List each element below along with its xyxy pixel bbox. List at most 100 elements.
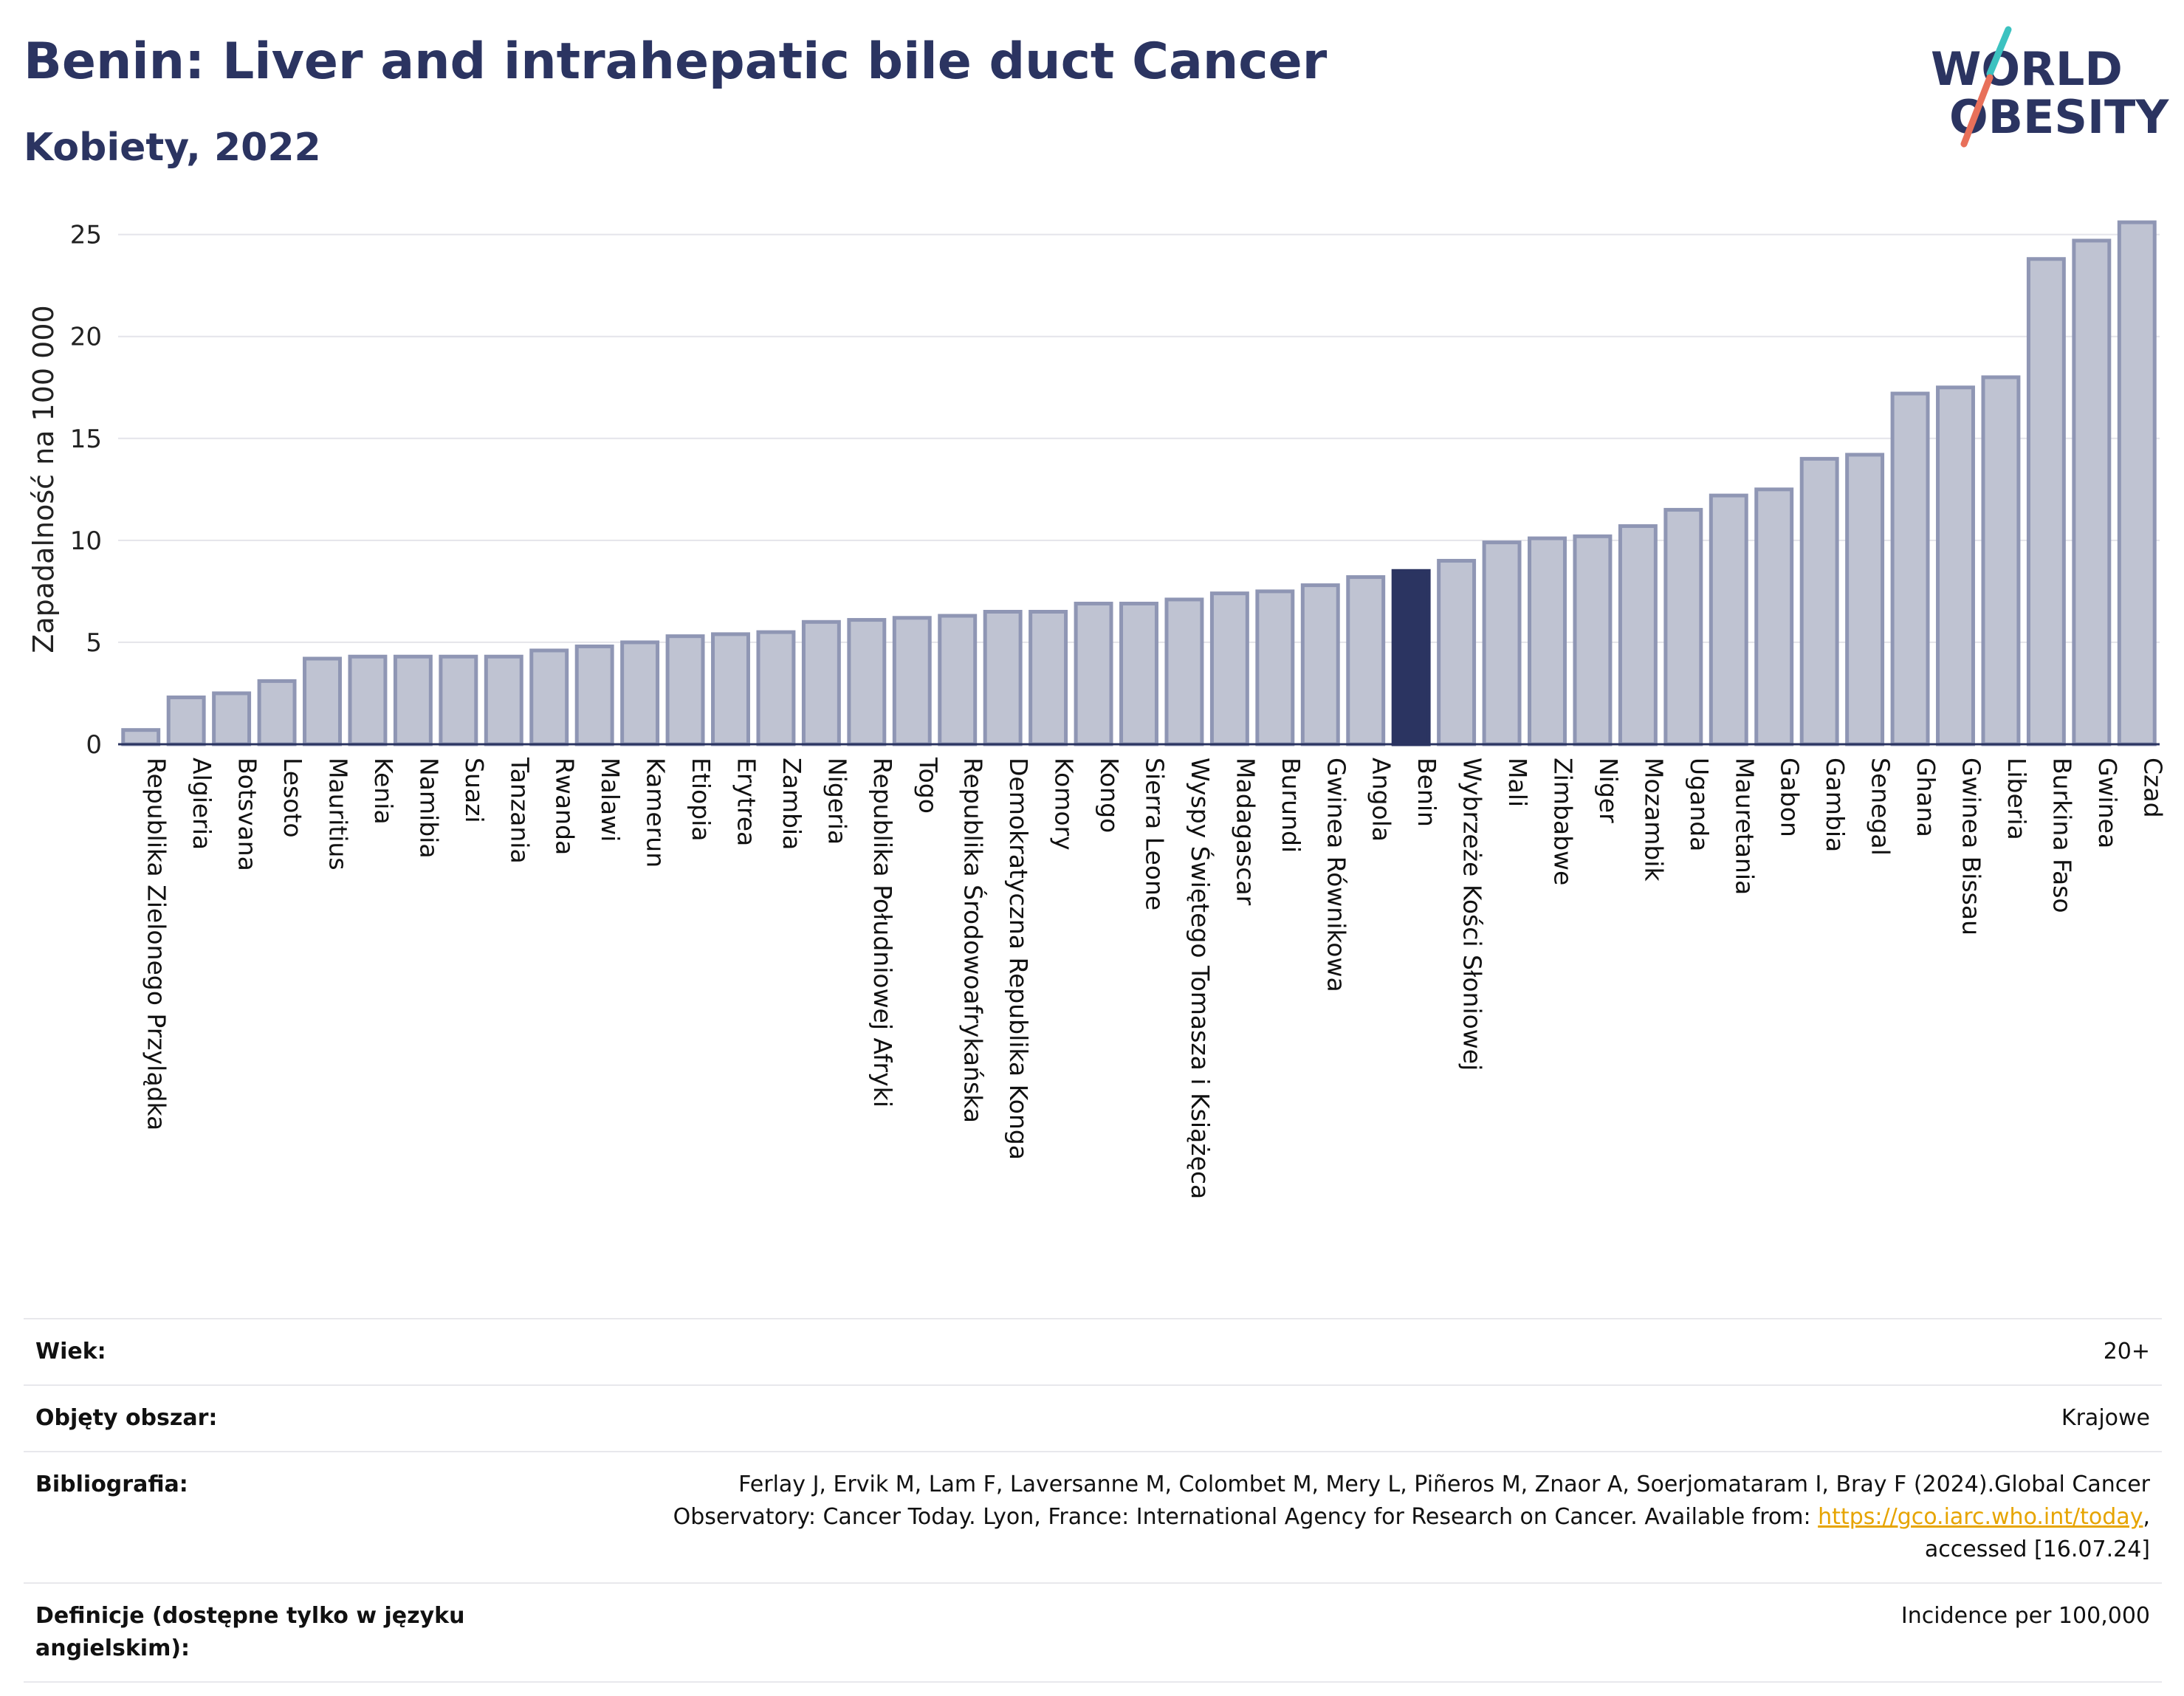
x-tick-label: Gabon (1776, 758, 1804, 837)
bar (1029, 610, 1068, 746)
bar (529, 648, 569, 746)
meta-row-definitions: Definicje (dostępne tylko w języku angie… (24, 1582, 2162, 1683)
bibliography-label: Bibliografia: (35, 1472, 188, 1497)
x-tick-label: Mauretania (1730, 758, 1759, 895)
x-tick-label: Komory (1050, 758, 1079, 851)
area-label: Objęty obszar: (35, 1405, 218, 1431)
bar (1300, 583, 1340, 746)
logo-line1: WORLD (1931, 42, 2123, 96)
bar (1618, 524, 1658, 746)
bar (1482, 540, 1522, 746)
bar (1799, 456, 1839, 746)
bar (983, 610, 1023, 746)
world-obesity-logo: WORLD OBESITY (1931, 26, 2169, 148)
bar (1346, 575, 1386, 746)
bibliography-link[interactable]: https://gco.iarc.who.int/today (1818, 1504, 2143, 1530)
y-tick-label: 5 (86, 628, 102, 658)
x-tick-label: Sierra Leone (1141, 758, 1170, 910)
bar (212, 691, 252, 746)
x-tick-label: Gwinea Równikowa (1322, 758, 1350, 992)
bibliography-text: Ferlay J, Ervik M, Lam F, Laversanne M, … (673, 1472, 2150, 1530)
y-tick-label: 15 (70, 425, 102, 454)
x-tick-label: Burundi (1277, 758, 1305, 853)
x-tick-label: Algieria (188, 758, 216, 850)
x-tick-label: Namibia (414, 758, 443, 859)
bar (393, 654, 433, 746)
x-tick-label: Togo (913, 757, 942, 814)
x-tick-label: Etiopia (687, 758, 715, 842)
bar (1754, 487, 1794, 746)
x-tick-label: Malawi (596, 758, 625, 842)
bar-chart: 0 5 10 15 20 25 Zapadalność na 100 000 Republik… (27, 220, 2167, 1199)
age-label: Wiek: (35, 1339, 106, 1364)
x-tick-label: Botsvana (233, 758, 262, 871)
x-tick-label: Gwinea Bissau (1957, 758, 1986, 935)
age-value: 20+ (2103, 1339, 2150, 1364)
x-tick-label: Erytrea (732, 758, 761, 846)
bar (257, 679, 297, 746)
area-value: Krajowe (2061, 1405, 2150, 1431)
definitions-value: Incidence per 100,000 (1900, 1603, 2150, 1629)
bar (1890, 391, 1930, 746)
x-tick-label: Suazi (460, 758, 489, 823)
bibliography-value: Ferlay J, Ervik M, Lam F, Laversanne M, … (600, 1469, 2150, 1566)
meta-row-area: Objęty obszar: Krajowe (24, 1384, 2162, 1451)
bar (1845, 453, 1885, 746)
x-tick-label: Gwinea (2093, 758, 2122, 848)
x-tick-label: Republika Środowoafrykańska (959, 758, 989, 1123)
bar (121, 728, 161, 746)
bar (1164, 597, 1204, 746)
bar (574, 644, 614, 746)
bar (348, 654, 388, 746)
meta-row-bibliography: Bibliografia: Ferlay J, Ervik M, Lam F, … (24, 1451, 2162, 1582)
x-tick-label: Lesoto (278, 758, 307, 838)
chart-title: Benin: Liver and intrahepatic bile duct … (24, 32, 1328, 91)
bar (166, 695, 206, 746)
bar (892, 616, 932, 746)
x-tick-label: Kongo (1095, 758, 1124, 833)
x-tick-label: Demokratyczna Republika Konga (1004, 758, 1033, 1160)
x-tick-label: Kamerun (642, 758, 670, 868)
definitions-label: Definicje (dostępne tylko w języku angie… (35, 1603, 465, 1661)
bar (1437, 558, 1477, 746)
x-tick-label: Senegal (1867, 758, 1895, 856)
x-tick-label: Angola (1367, 758, 1396, 842)
x-tick-label: Zambia (777, 758, 806, 850)
x-tick-label: Rwanda (551, 758, 580, 855)
x-tick-label: Benin (1412, 758, 1441, 827)
bar (665, 634, 705, 746)
logo-line2: OBESITY (1949, 90, 2169, 144)
x-tick-label: Kenia (369, 758, 398, 825)
x-tick-label: Uganda (1685, 758, 1714, 851)
bar (1936, 385, 1975, 746)
bar (756, 630, 796, 746)
x-tick-label: Mauritius (324, 758, 353, 871)
x-tick-label: Burkina Faso (2047, 758, 2076, 913)
x-tick-label: Zimbabwe (1549, 758, 1578, 885)
x-tick-label: Gambia (1821, 758, 1850, 852)
x-tick-label: Ghana (1912, 758, 1940, 837)
bar (2072, 238, 2112, 746)
bar (2026, 257, 2066, 746)
bar (303, 656, 342, 746)
x-tick-label: Nigeria (823, 758, 851, 845)
x-tick-label: Republika Południowej Afryki (868, 758, 897, 1108)
bar (1981, 375, 2021, 746)
y-tick-label: 25 (70, 221, 102, 250)
x-tick-label: Madagascar (1231, 758, 1260, 906)
bar (847, 618, 887, 746)
bibliography-tail: , accessed [16.07.24] (1924, 1504, 2150, 1562)
x-tick-label: Czad (2138, 758, 2167, 818)
bar (1391, 569, 1431, 746)
bar (439, 654, 478, 746)
meta-row-age: Wiek: 20+ (24, 1318, 2162, 1384)
bar (1074, 601, 1113, 746)
bar (1663, 507, 1703, 746)
bar (1573, 534, 1613, 746)
metadata-table: Wiek: 20+ Objęty obszar: Krajowe Bibliog… (24, 1318, 2162, 1683)
bar (711, 632, 750, 746)
bar (620, 640, 660, 746)
bar (2117, 220, 2157, 746)
x-tick-label: Wyspy Świętego Tomasza i Książęca (1186, 758, 1215, 1199)
x-tick-label: Niger (1594, 758, 1623, 823)
